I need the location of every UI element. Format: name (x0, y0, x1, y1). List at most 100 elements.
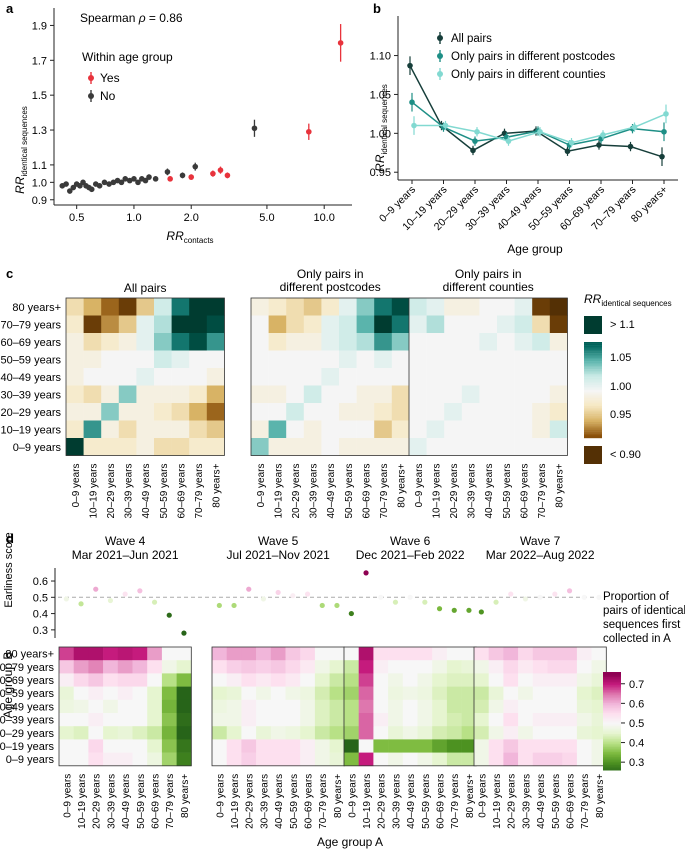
heatmap-cell (339, 368, 357, 386)
heatmap-cell (562, 673, 578, 687)
colorbar-step (603, 737, 621, 740)
colorbar-step (584, 396, 602, 399)
heatmap-col-label: 80 years+ (180, 774, 191, 818)
heatmap-cell (300, 752, 316, 767)
earliness-point (166, 612, 172, 618)
heatmap-cell (444, 420, 463, 439)
colorbar-step (603, 689, 621, 693)
heatmap-cell (241, 699, 257, 714)
colorbar-step (603, 680, 621, 683)
heatmap-cell (497, 385, 515, 404)
data-point-yes (210, 170, 216, 177)
heatmap-cell (101, 438, 120, 456)
heatmap-cell (576, 713, 592, 727)
heatmap-cell (417, 726, 433, 740)
heatmap-cell (339, 298, 357, 316)
heatmap-cell (270, 660, 286, 674)
heatmap-cell (514, 420, 533, 439)
heatmap-cell (314, 673, 330, 687)
data-point-no (131, 176, 137, 182)
panel-b: All pairs Only pairs in different postcod… (370, 16, 678, 256)
heatmap-cell (270, 647, 286, 661)
heatmap-cell (83, 350, 102, 369)
colorbar-step (584, 377, 602, 379)
heatmap-cell (461, 368, 480, 386)
heatmap-col-label: 0–9 years (477, 774, 488, 818)
heatmap-cell (176, 699, 192, 714)
heatmap-cell (300, 686, 316, 701)
earliness-ytick-label: 0.6 (33, 576, 48, 588)
colorbar-step (603, 711, 621, 714)
legend-marker (437, 53, 443, 59)
heatmap-col-label: 10–19 years (230, 774, 241, 829)
series-point (411, 122, 417, 129)
heatmap-cell (402, 673, 418, 687)
heatmap-cell (171, 420, 190, 439)
heatmap-cell (132, 726, 148, 740)
heatmap-cell (226, 699, 242, 714)
heatmap-cell (446, 647, 462, 661)
colorbar-step (584, 417, 602, 419)
heatmap-cell (321, 368, 340, 386)
heatmap-cell (101, 420, 120, 439)
heatmap-cell (461, 385, 480, 404)
heatmap-cell (329, 673, 345, 687)
data-point-no (96, 183, 103, 189)
panel-b-ylabel: RRidentical sequences (373, 84, 389, 172)
heatmap-col-label: 60–69 years (151, 774, 162, 829)
heatmap-cell (132, 699, 148, 714)
heatmap-cell (518, 647, 534, 661)
heatmap-cell (358, 673, 374, 687)
heatmap-cell (212, 739, 227, 753)
heatmap-cell (547, 713, 563, 727)
colorbar-tick-label: 1.05 (610, 352, 631, 364)
data-point-no (101, 179, 108, 186)
heatmap-cell (358, 739, 374, 753)
heatmap-col-label: 80 years+ (595, 774, 606, 818)
earliness-point (334, 602, 340, 609)
heatmap-cell (461, 686, 477, 701)
panel-a-ylabel: RRidentical sequences (13, 106, 29, 194)
heatmap-cell (373, 713, 389, 727)
heatmap-cell (83, 315, 102, 334)
heatmap-cell (101, 350, 120, 369)
heatmap-cell (241, 752, 257, 767)
heatmap-cell (83, 368, 102, 386)
data-point-no (192, 163, 199, 170)
heatmap-cell (497, 420, 515, 439)
heatmap-col-label: 60–69 years (436, 774, 447, 829)
heatmap-cell (329, 647, 345, 661)
legend-marker (437, 71, 443, 77)
earliness-point (93, 586, 99, 592)
heatmap-cell (154, 403, 172, 421)
heatmap-cell (147, 686, 163, 701)
heatmap-cell (314, 726, 330, 740)
colorbar-step (584, 428, 602, 431)
heatmap-cell (66, 438, 84, 456)
earliness-point (78, 601, 84, 607)
heatmap-cell (356, 368, 375, 386)
heatmap-cell (461, 739, 477, 753)
earliness-point (451, 607, 457, 613)
colorbar-tick-label: 1.00 (610, 381, 631, 393)
heatmap-cell (300, 726, 316, 740)
heatmap-cell (444, 315, 463, 334)
heatmap-col-label: 70–79 years (318, 774, 329, 829)
heatmap-cell (103, 739, 119, 753)
heatmap-cell (409, 315, 427, 334)
heatmap-cell (417, 713, 433, 727)
heatmap-cell (356, 298, 375, 316)
heatmap-cell (226, 647, 242, 661)
heatmap-cell (189, 438, 208, 456)
colorbar-step (584, 410, 602, 413)
heatmap-cell (83, 298, 102, 316)
heatmap-cell (591, 739, 607, 753)
colorbar-step (584, 425, 602, 427)
colorbar-step (584, 398, 602, 400)
heatmap-cell (212, 713, 227, 727)
colorbar-max-swatch (584, 316, 602, 334)
heatmap-cell (432, 647, 448, 661)
heatmap-cell (226, 726, 242, 740)
heatmap-cell (59, 660, 74, 674)
colorbar-step (584, 380, 602, 383)
